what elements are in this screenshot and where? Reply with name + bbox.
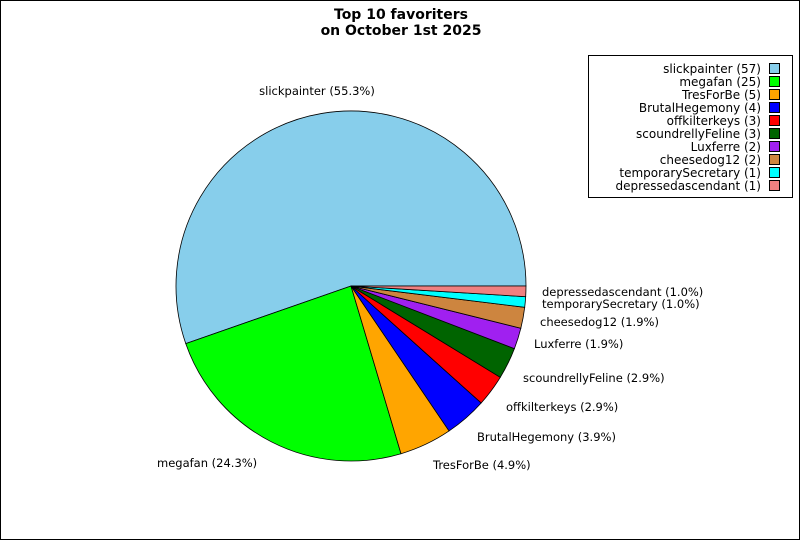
slice-label-cheesedog12: cheesedog12 (1.9%): [540, 315, 659, 329]
slice-label-slickpainter: slickpainter (55.3%): [259, 84, 375, 98]
pie-slice-slickpainter: [175, 110, 527, 345]
legend-item-cheesedog12: cheesedog12 (2): [589, 152, 792, 167]
legend-swatch: [769, 89, 780, 100]
legend-swatch: [769, 63, 780, 74]
legend-swatch: [769, 141, 780, 152]
legend-swatch: [769, 180, 780, 191]
legend-item-megafan: megafan (25): [589, 74, 792, 89]
legend-label: megafan (25): [679, 74, 761, 89]
slice-label-temporarySecretary: temporarySecretary (1.0%): [542, 297, 700, 311]
legend-label: TresForBe (5): [681, 87, 761, 102]
legend-label: scoundrellyFeline (3): [636, 126, 761, 141]
legend-label: cheesedog12 (2): [659, 152, 761, 167]
chart-legend: slickpainter (57) megafan (25) TresForBe (…: [588, 55, 793, 198]
legend-item-slickpainter: slickpainter (57): [589, 61, 792, 76]
slice-label-scoundrellyFeline: scoundrellyFeline (2.9%): [523, 371, 665, 385]
legend-item-scoundrellyFeline: scoundrellyFeline (3): [589, 126, 792, 141]
legend-swatch: [769, 154, 780, 165]
legend-label: depressedascendant (1): [615, 178, 761, 193]
legend-swatch: [769, 76, 780, 87]
legend-item-Luxferre: Luxferre (2): [589, 139, 792, 154]
slice-label-depressedascendant: depressedascendant (1.0%): [542, 285, 703, 299]
legend-label: Luxferre (2): [690, 139, 761, 154]
chart-title-line-1: Top 10 favoriters: [334, 7, 468, 23]
legend-label: BrutalHegemony (4): [638, 100, 761, 115]
legend-item-temporarySecretary: temporarySecretary (1): [589, 165, 792, 180]
legend-item-offkilterkeys: offkilterkeys (3): [589, 113, 792, 128]
legend-label: offkilterkeys (3): [666, 113, 761, 128]
legend-label: slickpainter (57): [663, 61, 761, 76]
slice-label-offkilterkeys: offkilterkeys (2.9%): [506, 400, 618, 414]
chart-title-line-2: on October 1st 2025: [320, 23, 482, 39]
legend-swatch: [769, 167, 780, 178]
pie-slice-megafan: [185, 285, 402, 462]
slice-label-TresForBe: TresForBe (4.9%): [432, 458, 531, 472]
legend-item-depressedascendant: depressedascendant (1): [589, 178, 792, 193]
legend-label: temporarySecretary (1): [619, 165, 761, 180]
legend-item-BrutalHegemony: BrutalHegemony (4): [589, 100, 792, 115]
pie-slice-depressedascendant: [350, 285, 527, 298]
chart-title: Top 10 favoriters on October 1st 2025: [1, 7, 800, 39]
legend-swatch: [769, 128, 780, 139]
legend-item-TresForBe: TresForBe (5): [589, 87, 792, 102]
slice-label-megafan: megafan (24.3%): [157, 456, 257, 470]
slice-label-Luxferre: Luxferre (1.9%): [534, 337, 623, 351]
legend-swatch: [769, 115, 780, 126]
slice-label-BrutalHegemony: BrutalHegemony (3.9%): [477, 430, 616, 444]
legend-swatch: [769, 102, 780, 113]
